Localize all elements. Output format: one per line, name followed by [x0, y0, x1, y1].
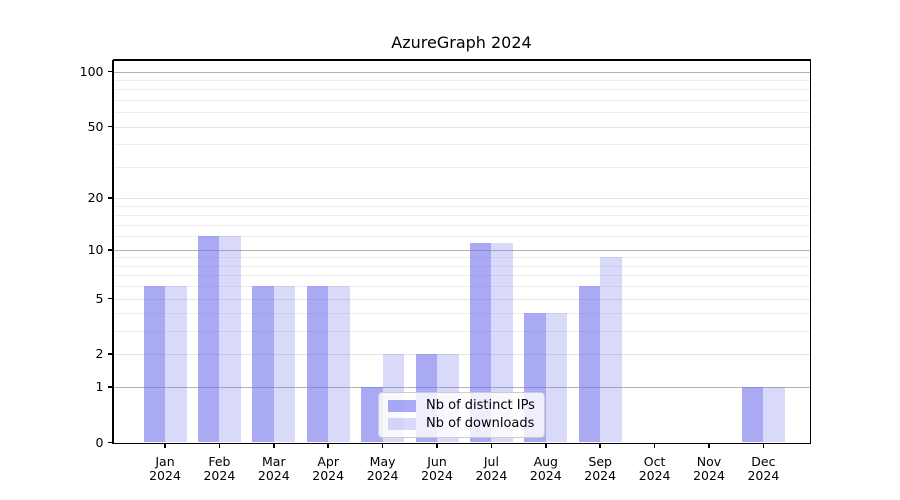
legend-swatch-distinct-ips [388, 399, 416, 413]
x-tick-label-apr: Apr 2024 [312, 453, 345, 483]
x-tick [545, 443, 547, 448]
y-tick-label: 50 [87, 118, 104, 134]
x-tick [218, 443, 221, 448]
bar-dec-downloads [763, 386, 785, 443]
major-gridline [113, 386, 810, 388]
plot-area: 0 1 2 5 10 20 50 100 Jan 2024 Feb 2024 Mar 2024 Apr 202… [80, 58, 812, 483]
x-tick [490, 443, 493, 448]
y-tick [107, 197, 112, 199]
minor-gridline [113, 205, 810, 207]
x-tick-label-jul: Jul 2024 [475, 453, 508, 483]
bar-feb-distinct-ips [197, 236, 220, 443]
y-tick [107, 297, 112, 300]
x-tick [381, 443, 384, 448]
x-tick-label-mar: Mar 2024 [257, 453, 290, 483]
minor-gridline [113, 275, 810, 277]
x-tick-label-jan: Jan 2024 [149, 453, 181, 483]
bar-feb-downloads [219, 236, 241, 443]
bar-mar-downloads [273, 286, 296, 443]
major-gridline [113, 71, 810, 73]
right-spine [809, 59, 812, 444]
y-tick-label: 10 [87, 241, 104, 257]
minor-gridline [113, 236, 810, 238]
y-tick-label: 20 [87, 189, 104, 205]
x-tick [599, 443, 601, 448]
y-tick-label: 1 [95, 378, 104, 394]
x-tick-label-oct: Oct 2024 [638, 453, 671, 483]
tick-gridline [113, 298, 810, 300]
legend-label-distinct-ips: Nb of distinct IPs [426, 398, 535, 413]
x-tick [653, 443, 656, 448]
legend-row-downloads: Nb of downloads [388, 416, 536, 432]
left-spine [111, 59, 114, 444]
bar-jan-distinct-ips [143, 286, 165, 443]
y-tick [107, 353, 112, 355]
y-tick [107, 70, 112, 73]
minor-gridline [113, 265, 810, 267]
major-gridline [113, 249, 810, 251]
minor-gridline [113, 331, 810, 333]
minor-gridline [113, 166, 810, 168]
x-tick [708, 443, 710, 448]
minor-gridline [113, 257, 810, 259]
y-tick-label: 100 [79, 63, 104, 79]
x-tick-label-jun: Jun 2024 [421, 453, 453, 483]
legend-swatch-downloads [388, 417, 416, 431]
bar-mar-distinct-ips [252, 286, 274, 443]
x-tick [164, 443, 166, 448]
legend-label-downloads: Nb of downloads [426, 416, 535, 431]
x-tick-label-nov: Nov 2024 [693, 453, 725, 483]
bar-sep-downloads [600, 257, 622, 443]
minor-gridline [113, 144, 810, 146]
bottom-spine [112, 442, 811, 445]
y-tick-label: 5 [95, 290, 104, 306]
y-tick [107, 125, 112, 128]
tick-gridline [113, 197, 810, 199]
bar-may-distinct-ips [361, 386, 383, 443]
x-tick [762, 443, 765, 448]
y-tick [107, 386, 112, 388]
x-tick-label-dec: Dec 2024 [747, 453, 780, 483]
bar-apr-downloads [328, 286, 350, 443]
tick-gridline [113, 354, 810, 356]
minor-gridline [113, 214, 810, 216]
y-tick-label: 2 [95, 346, 104, 362]
chart-title: AzureGraph 2024 [391, 33, 532, 52]
bar-aug-downloads [545, 313, 568, 443]
legend-row-distinct-ips: Nb of distinct IPs [388, 398, 536, 414]
top-spine [112, 58, 811, 61]
minor-gridline [113, 99, 810, 101]
x-tick [436, 443, 438, 448]
x-tick-label-feb: Feb 2024 [203, 453, 236, 483]
bar-apr-distinct-ips [306, 286, 329, 443]
x-tick-label-sep: Sep 2024 [584, 453, 617, 483]
minor-gridline [113, 224, 810, 226]
minor-gridline [113, 286, 810, 288]
minor-gridline [113, 89, 810, 91]
y-tick [107, 249, 112, 251]
bar-sep-distinct-ips [578, 286, 601, 443]
x-tick [327, 443, 329, 448]
minor-gridline [113, 80, 810, 81]
y-tick-label: 0 [95, 434, 104, 450]
tick-gridline [113, 126, 810, 128]
bar-dec-distinct-ips [741, 386, 764, 443]
y-tick [107, 441, 112, 444]
legend: Nb of distinct IPs Nb of downloads [378, 392, 545, 438]
x-tick [273, 443, 275, 448]
x-tick-label-may: May 2024 [366, 453, 399, 483]
minor-gridline [113, 313, 810, 315]
bar-jan-downloads [165, 286, 187, 443]
x-tick-label-aug: Aug 2024 [529, 453, 562, 483]
minor-gridline [113, 112, 810, 114]
